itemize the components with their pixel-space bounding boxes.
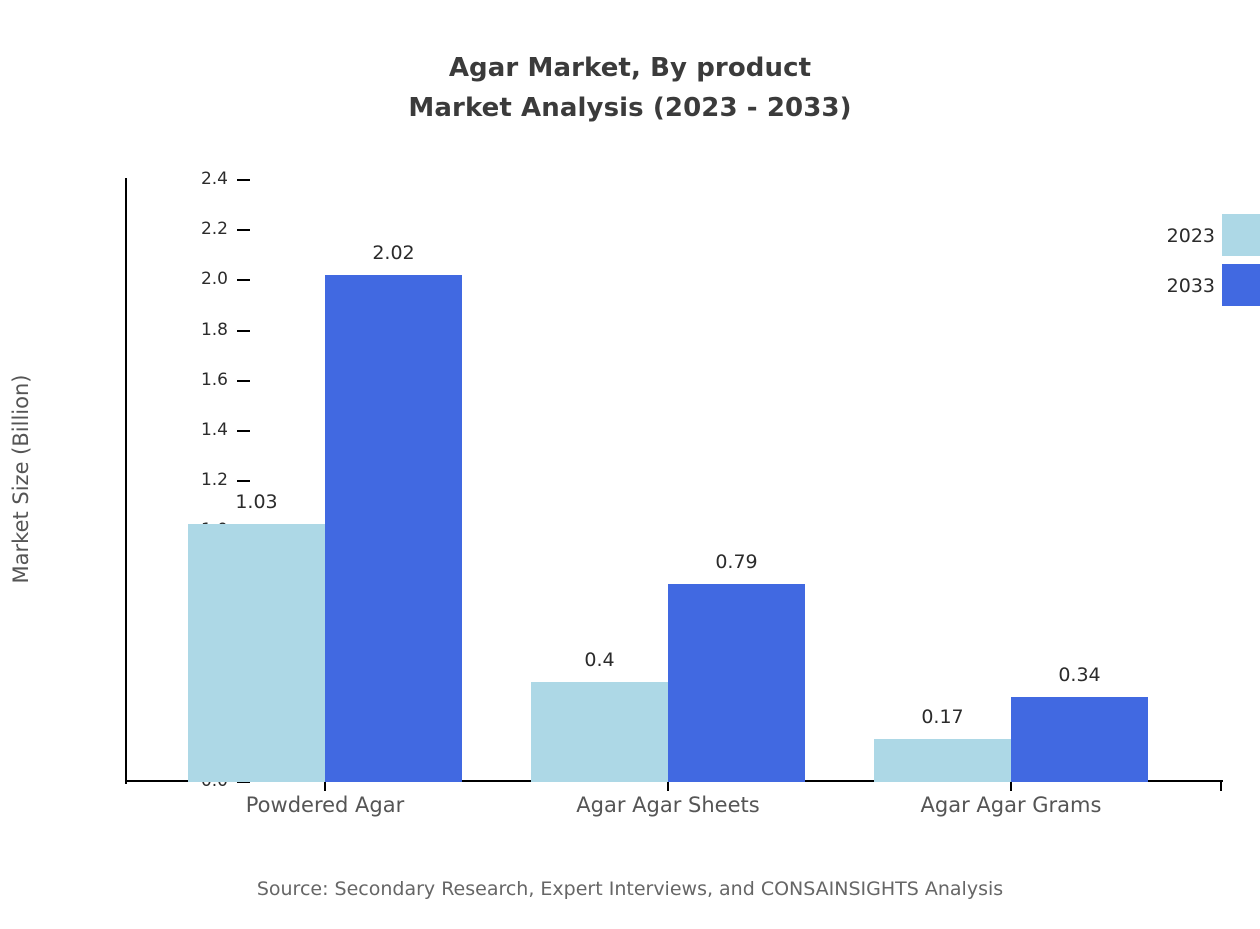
bar[interactable] bbox=[188, 523, 325, 782]
bar-value-label: 0.34 bbox=[1058, 663, 1101, 686]
x-axis-tick-mark bbox=[667, 782, 669, 791]
chart-title: Agar Market, By product Market Analysis … bbox=[0, 48, 1260, 128]
y-axis-tick-label: 1.8 bbox=[200, 319, 228, 340]
y-axis-title: Market Size (Billion) bbox=[9, 374, 33, 584]
y-axis-tick-mark bbox=[237, 279, 250, 282]
y-axis-tick-mark bbox=[237, 781, 250, 783]
legend-item-2033[interactable]: 2033 bbox=[1120, 264, 1260, 314]
chart-legend: 2023 2033 bbox=[1120, 214, 1260, 314]
bar[interactable] bbox=[1011, 696, 1148, 782]
y-axis-tick-mark bbox=[237, 379, 250, 382]
bar-value-label: 0.79 bbox=[715, 550, 758, 573]
plot-area: 0.00.20.40.60.81.01.21.41.61.82.02.22.4 … bbox=[125, 169, 1222, 791]
x-axis-tick-label: Agar Agar Sheets bbox=[576, 793, 760, 817]
bar[interactable] bbox=[531, 681, 668, 782]
bar-value-label: 1.03 bbox=[235, 490, 278, 513]
y-axis-tick-mark bbox=[237, 329, 250, 332]
legend-item-2023[interactable]: 2023 bbox=[1120, 214, 1260, 264]
bar-value-label: 2.02 bbox=[372, 242, 415, 265]
y-axis-tick-mark bbox=[237, 179, 250, 181]
bar[interactable] bbox=[874, 739, 1011, 782]
x-axis-tick-mark bbox=[324, 782, 326, 791]
bar-value-label: 0.4 bbox=[584, 648, 615, 671]
y-axis-tick-mark bbox=[237, 480, 250, 482]
y-axis-tick-mark bbox=[237, 229, 250, 232]
chart-title-line-2: Market Analysis (2023 - 2033) bbox=[408, 93, 852, 123]
bar[interactable] bbox=[668, 583, 805, 782]
legend-label-2023: 2023 bbox=[1166, 225, 1215, 247]
legend-swatch-2023 bbox=[1222, 214, 1260, 256]
source-note: Source: Secondary Research, Expert Inter… bbox=[256, 878, 1004, 900]
bar-value-label: 0.17 bbox=[921, 706, 964, 729]
y-axis-tick-label: 1.6 bbox=[200, 369, 228, 390]
bar[interactable] bbox=[325, 275, 462, 782]
x-axis-end-tick-mark bbox=[1220, 782, 1222, 791]
y-axis-tick-label: 1.2 bbox=[200, 470, 228, 490]
y-axis-tick-label: 1.4 bbox=[200, 419, 228, 440]
y-axis-tick-label: 2.2 bbox=[200, 219, 228, 240]
x-axis-tick-mark bbox=[1010, 782, 1012, 791]
legend-swatch-2033 bbox=[1222, 264, 1260, 306]
chart-title-line-1: Agar Market, By product bbox=[448, 53, 812, 83]
x-axis-tick-label: Agar Agar Grams bbox=[920, 793, 1102, 817]
legend-label-2033: 2033 bbox=[1166, 275, 1215, 297]
y-axis-tick-label: 2.4 bbox=[200, 169, 228, 189]
y-axis-tick-mark bbox=[237, 429, 250, 432]
y-axis-spine bbox=[125, 178, 127, 784]
x-axis-tick-label: Powdered Agar bbox=[245, 793, 405, 817]
y-axis-tick-label: 2.0 bbox=[200, 269, 228, 290]
